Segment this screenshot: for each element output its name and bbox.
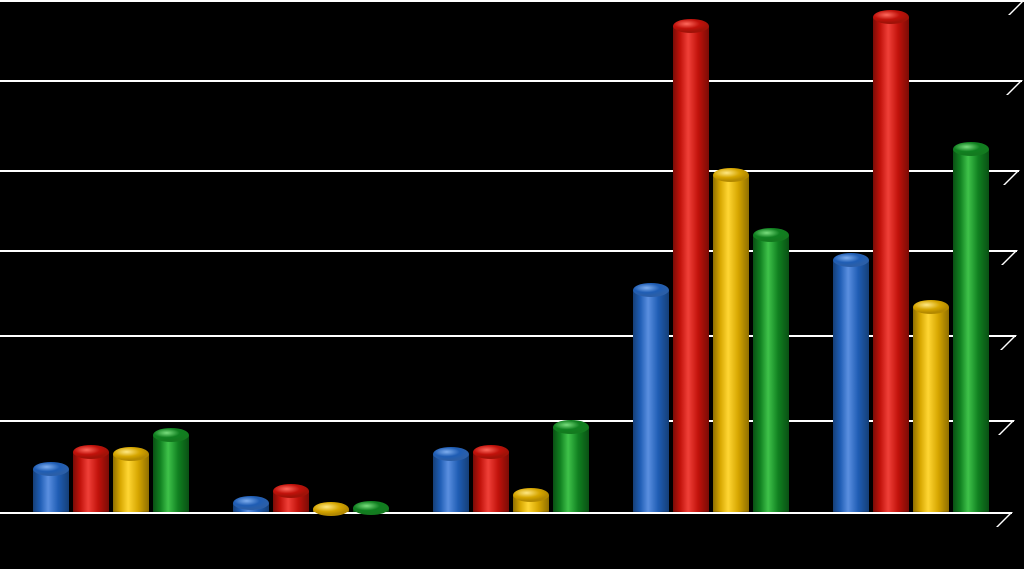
bar-blue [33,462,69,512]
bar-cap [873,10,909,24]
bar-body [113,454,149,512]
bar-green [753,228,789,512]
bar-red [73,445,109,512]
bar-red [273,484,309,512]
bar-body [553,427,589,512]
bar-body [753,235,789,512]
bar-cap [313,502,349,516]
bar-green [353,501,389,512]
bar-yellow [713,168,749,512]
bar-blue [433,447,469,512]
bar-body [873,17,909,512]
bar-cap [113,447,149,461]
bar-cap [673,19,709,33]
bar-cap [513,488,549,502]
bar-body [633,290,669,512]
bar-cap [273,484,309,498]
bar-red [873,10,909,512]
bar-yellow [913,300,949,512]
bar-blue [833,253,869,512]
bar-cap [753,228,789,242]
bar-yellow [313,502,349,512]
bar-red [673,19,709,512]
bar-blue [633,283,669,512]
bar-body [913,307,949,512]
bar-cap [433,447,469,461]
bar-yellow [113,447,149,512]
bar-body [153,435,189,512]
bar-body [673,26,709,512]
bar-yellow [513,488,549,512]
bar-body [473,452,509,512]
bar-cap [713,168,749,182]
bar-green [953,142,989,512]
bar-body [73,452,109,512]
bar-body [433,454,469,512]
bar-chart [0,0,1024,569]
bar-red [473,445,509,512]
bar-blue [233,496,269,512]
bar-green [553,420,589,512]
bar-cap [553,420,589,434]
bar-green [153,428,189,512]
bar-body [713,175,749,512]
bar-body [953,149,989,512]
bar-cap [353,501,389,515]
plot-area [0,0,1024,569]
bar-body [833,260,869,512]
